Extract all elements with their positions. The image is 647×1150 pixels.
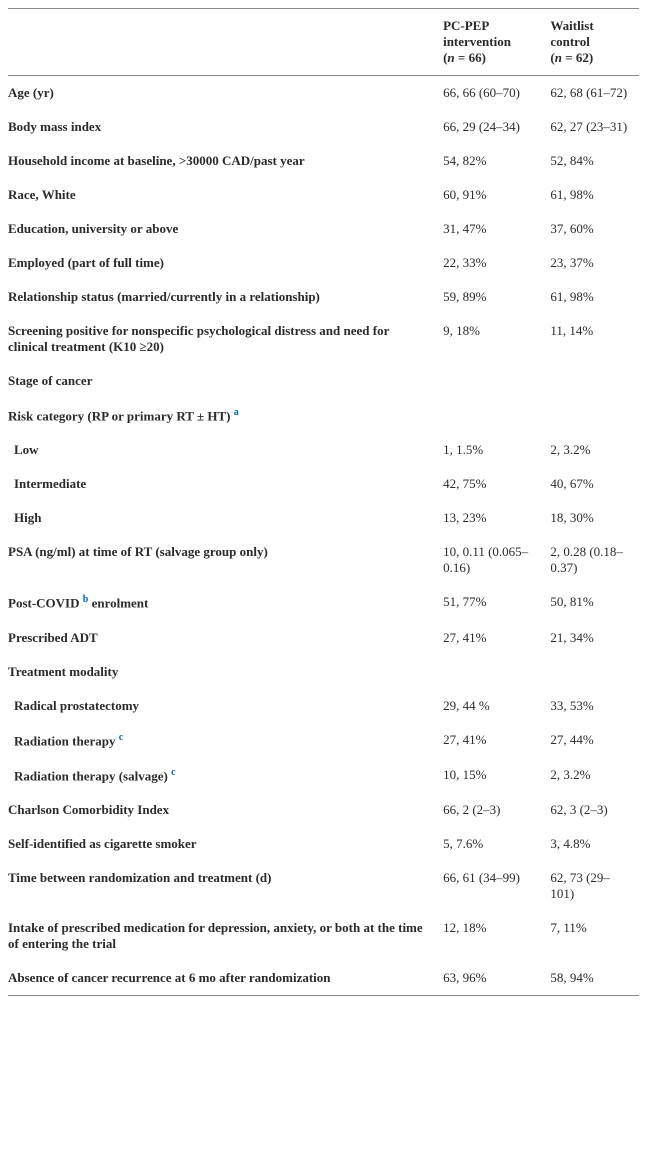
footnote-ref-c[interactable]: c xyxy=(119,732,123,743)
table-row: Employed (part of full time)22, 33%23, 3… xyxy=(8,246,639,280)
table-row: Radical prostatectomy29, 44 %33, 53% xyxy=(8,689,639,723)
table-row: Body mass index66, 29 (24–34)62, 27 (23–… xyxy=(8,110,639,144)
table-row: Stage of cancer xyxy=(8,364,639,398)
baseline-characteristics-table: PC-PEP intervention (n = 66) Waitlist co… xyxy=(8,8,639,996)
table-row: Charlson Comorbidity Index66, 2 (2–3)62,… xyxy=(8,793,639,827)
footnote-ref-a[interactable]: a xyxy=(234,407,239,418)
col-control: Waitlist control (n = 62) xyxy=(544,9,639,76)
table-row: Time between randomization and treatment… xyxy=(8,861,639,911)
table-row: Relationship status (married/currently i… xyxy=(8,280,639,314)
table-row: PSA (ng/ml) at time of RT (salvage group… xyxy=(8,535,639,585)
table-row: Intake of prescribed medication for depr… xyxy=(8,911,639,961)
table-row: Risk category (RP or primary RT ± HT) a xyxy=(8,398,639,433)
table-row: Screening positive for nonspecific psych… xyxy=(8,314,639,364)
table-row: High13, 23%18, 30% xyxy=(8,501,639,535)
table-row: Self-identified as cigarette smoker5, 7.… xyxy=(8,827,639,861)
table-row: Absence of cancer recurrence at 6 mo aft… xyxy=(8,961,639,996)
table-header-row: PC-PEP intervention (n = 66) Waitlist co… xyxy=(8,9,639,76)
table-row: Age (yr)66, 66 (60–70)62, 68 (61–72) xyxy=(8,76,639,111)
table-row: Household income at baseline, >30000 CAD… xyxy=(8,144,639,178)
table-row: Radiation therapy c27, 41%27, 44% xyxy=(8,723,639,758)
table-row: Post-COVID b enrolment51, 77%50, 81% xyxy=(8,585,639,620)
table-row: Race, White60, 91%61, 98% xyxy=(8,178,639,212)
table-row: Treatment modality xyxy=(8,655,639,689)
table-row: Low1, 1.5%2, 3.2% xyxy=(8,433,639,467)
col-intervention: PC-PEP intervention (n = 66) xyxy=(437,9,544,76)
table-row: Intermediate42, 75%40, 67% xyxy=(8,467,639,501)
table-row: Prescribed ADT27, 41%21, 34% xyxy=(8,621,639,655)
table-row: Education, university or above31, 47%37,… xyxy=(8,212,639,246)
table-row: Radiation therapy (salvage) c10, 15%2, 3… xyxy=(8,758,639,793)
footnote-ref-c[interactable]: c xyxy=(171,767,175,778)
